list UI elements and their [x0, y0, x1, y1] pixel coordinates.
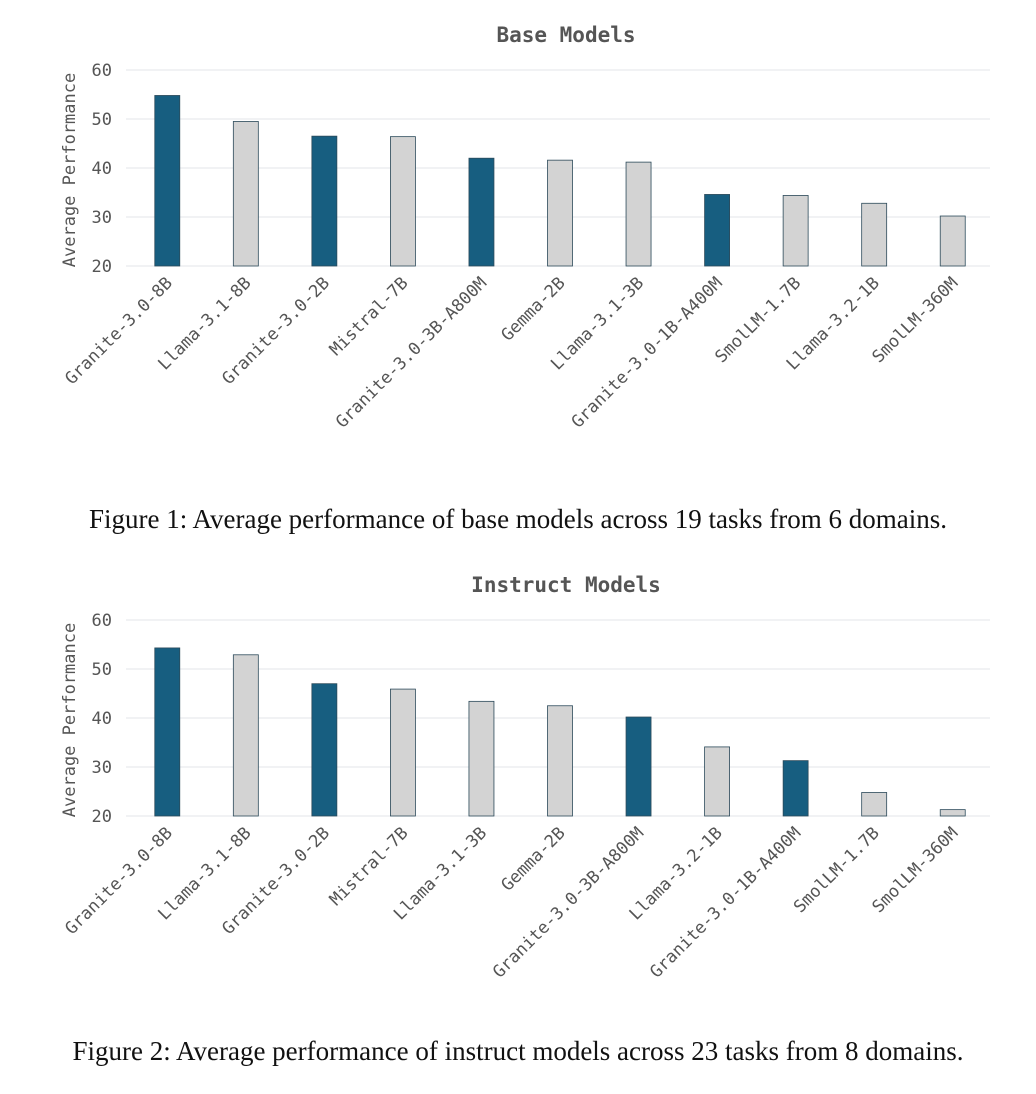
- y-tick-label: 50: [92, 110, 112, 130]
- bar: [232, 121, 259, 267]
- instruct-models-chart: Instruct Models 20 30 40 50 60 Average Perform…: [60, 573, 990, 982]
- bar: [390, 688, 416, 817]
- bar: [468, 157, 495, 267]
- bar: [704, 194, 730, 267]
- x-tick-label: Granite-3.0-1B-A400M: [646, 823, 805, 982]
- x-tick-label: Granite-3.0-8B: [61, 823, 176, 938]
- bar: [154, 95, 181, 267]
- x-tick-label: Gemma-2B: [497, 273, 569, 345]
- y-axis-label: Average Performance: [60, 623, 80, 817]
- bar: [704, 746, 730, 817]
- x-tick-label: Gemma-2B: [497, 823, 569, 895]
- y-tick-label: 20: [92, 257, 112, 277]
- bar: [390, 136, 416, 267]
- x-tick-label: Granite-3.0-1B-A400M: [568, 273, 727, 432]
- bar: [311, 683, 338, 817]
- bar: [468, 700, 495, 817]
- figure-1: Base Models 20 30 40 50 60 Average Performance…: [60, 23, 990, 534]
- x-tick-label: Granite-3.0-3B-A800M: [489, 823, 648, 982]
- chart-title: Base Models: [496, 23, 635, 47]
- bar: [154, 647, 181, 817]
- y-tick-label: 40: [92, 709, 112, 729]
- bar: [782, 195, 809, 267]
- bar: [311, 135, 338, 267]
- chart-title: Instruct Models: [471, 573, 661, 597]
- bar: [625, 716, 652, 817]
- bar: [547, 159, 573, 267]
- y-tick-label: 40: [92, 159, 112, 179]
- y-tick-label: 20: [92, 807, 112, 827]
- figure-2: Instruct Models 20 30 40 50 60 Average Perform…: [0, 550, 1036, 1094]
- figure-2-caption: Figure 2: Average performance of instruc…: [72, 1036, 964, 1066]
- bar: [232, 654, 259, 817]
- x-tick-label: Granite-3.0-3B-A800M: [332, 273, 491, 432]
- y-tick-label: 60: [92, 61, 112, 81]
- y-tick-label: 50: [92, 660, 112, 680]
- bar: [547, 705, 573, 817]
- x-tick-label: Granite-3.0-8B: [61, 273, 176, 388]
- bar: [861, 792, 888, 817]
- bar: [861, 202, 888, 267]
- y-tick-label: 60: [92, 611, 112, 631]
- figure-1-caption: Figure 1: Average performance of base mo…: [88, 504, 947, 534]
- base-models-chart: Base Models 20 30 40 50 60 Average Performance…: [60, 23, 990, 432]
- bar: [939, 809, 966, 817]
- bar: [625, 161, 652, 267]
- y-tick-label: 30: [92, 758, 112, 778]
- x-tick-label: Mistral-7B: [326, 823, 413, 910]
- bar: [939, 215, 966, 267]
- y-tick-label: 30: [92, 208, 112, 228]
- bar: [782, 760, 809, 817]
- y-axis-label: Average Performance: [60, 73, 80, 267]
- x-tick-label: Mistral-7B: [326, 273, 413, 360]
